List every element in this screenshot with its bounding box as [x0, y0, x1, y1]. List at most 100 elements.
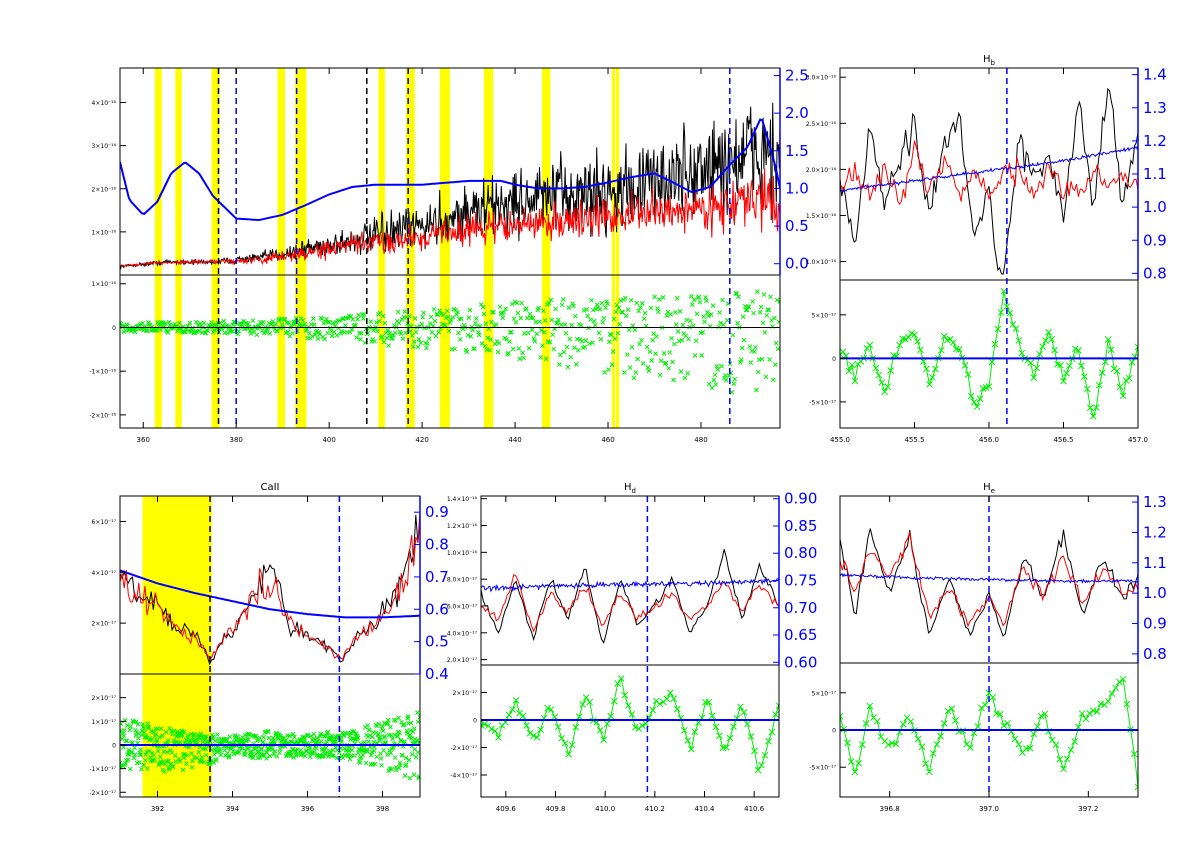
residual-point	[224, 322, 229, 328]
residual-point	[197, 321, 203, 326]
residual-point	[383, 330, 389, 336]
right-y-tick-label: 1.0	[785, 179, 809, 197]
residual-point	[467, 307, 473, 313]
highlight-band-6	[405, 68, 415, 428]
residual-point	[485, 335, 491, 341]
residual-point	[323, 745, 329, 751]
residual-point	[322, 751, 328, 757]
residual-point	[417, 715, 420, 720]
residual-point	[434, 312, 440, 317]
residual-point	[424, 345, 429, 351]
plot-area	[120, 496, 420, 797]
right-y-tick-label: 0.8	[1143, 264, 1167, 282]
residual-point	[628, 297, 634, 303]
residual-point	[667, 350, 673, 355]
residual-point	[512, 697, 520, 704]
highlight-band-1	[175, 68, 182, 428]
residual-point	[551, 713, 558, 721]
residual-point	[493, 322, 499, 327]
residual-y-tick-label: 0	[112, 742, 116, 749]
panel-title-main: H	[983, 482, 991, 493]
residual-point	[587, 341, 592, 347]
residual-point	[155, 748, 161, 754]
residual-point	[302, 321, 308, 327]
y-tick-label: 4.0×10⁻¹⁷	[447, 630, 478, 637]
residual-point	[267, 753, 273, 759]
residual-point	[572, 345, 577, 351]
residual-y-tick-label: 1×10⁻¹⁶	[92, 281, 117, 288]
residual-point	[776, 319, 780, 325]
residual-point	[202, 738, 207, 743]
residual-point	[326, 752, 332, 757]
residual-point	[1057, 361, 1064, 369]
residual-point	[347, 329, 353, 335]
residual-point	[675, 329, 681, 334]
residual-point	[145, 766, 150, 771]
residual-point	[170, 764, 176, 770]
residual-point	[526, 345, 532, 351]
residual-point	[872, 364, 880, 372]
residual-point	[209, 319, 214, 325]
x-tick-label: 420	[415, 436, 428, 444]
residual-point	[214, 758, 219, 763]
residual-point	[172, 753, 178, 758]
residual-point	[775, 346, 780, 352]
residual-point	[585, 313, 591, 319]
residual-point	[184, 761, 189, 766]
residual-point	[614, 680, 622, 687]
residual-point	[142, 757, 148, 763]
residual-point	[350, 317, 356, 322]
residual-point	[1125, 374, 1133, 382]
residual-point	[131, 755, 137, 761]
residual-point	[410, 344, 416, 349]
residual-point	[371, 328, 376, 333]
residual-point	[911, 331, 918, 339]
residual-point	[402, 773, 408, 778]
residual-point	[652, 294, 657, 300]
residual-point	[184, 753, 190, 758]
residual-point	[192, 754, 197, 760]
residual-point	[509, 706, 516, 713]
panel-title: Hb	[983, 54, 996, 67]
residual-point	[1048, 736, 1056, 744]
residual-point	[1012, 325, 1020, 333]
residual-point	[617, 675, 625, 682]
residual-point	[636, 308, 641, 314]
residual-point	[590, 307, 596, 313]
residual-point	[1027, 359, 1035, 367]
residual-point	[384, 335, 390, 341]
residual-point	[582, 344, 588, 350]
residual-point	[468, 334, 474, 339]
residual-point	[588, 317, 593, 322]
residual-point	[403, 755, 409, 761]
residual-point	[840, 712, 844, 720]
residual-point	[746, 304, 752, 310]
x-tick-label: 409.8	[545, 805, 565, 813]
residual-point	[730, 723, 737, 730]
residual-point	[519, 300, 525, 306]
right-y-tick-label: 1.5	[785, 142, 809, 160]
residual-point	[120, 721, 124, 727]
residual-point	[696, 294, 702, 300]
residual-point	[669, 336, 674, 341]
residual-point	[225, 330, 230, 336]
residual-point	[761, 751, 769, 759]
residual-point	[294, 752, 299, 757]
residual-point	[755, 289, 760, 295]
bottom-axes-frame	[119, 673, 421, 798]
residual-point	[1026, 744, 1034, 752]
residual-point	[217, 747, 223, 752]
residual-point	[135, 722, 141, 727]
residual-point	[613, 309, 619, 315]
residual-point	[527, 311, 533, 317]
residual-point	[748, 360, 754, 365]
residual-point	[196, 749, 202, 755]
residual-point	[673, 322, 679, 327]
residual-point	[367, 727, 372, 733]
right-y-tick-label: 1.3	[1143, 493, 1167, 511]
residual-point	[465, 332, 471, 338]
residual-point	[1060, 377, 1067, 385]
residual-point	[896, 341, 903, 349]
residual-point	[288, 739, 293, 744]
residual-point	[561, 349, 567, 355]
